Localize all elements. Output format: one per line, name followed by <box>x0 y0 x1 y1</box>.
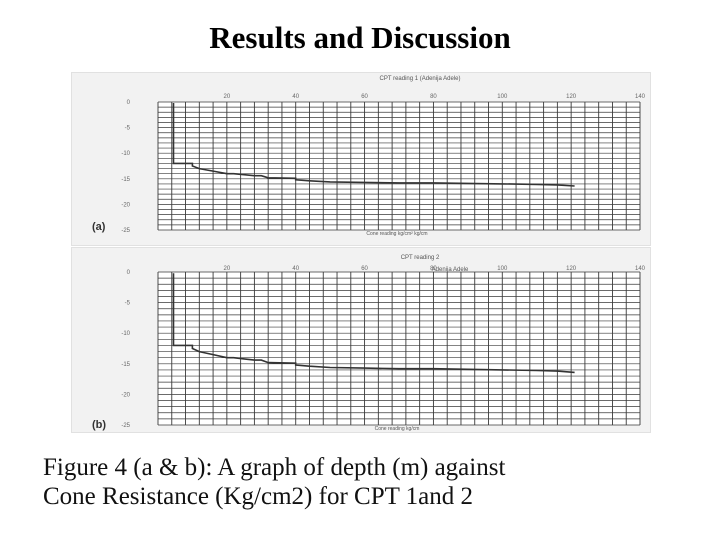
cpt-chart-b: CPT reading 2 Adenija Adele 20 40 60 80 100 120… <box>92 255 646 432</box>
x-tick-label: 40 <box>292 266 299 272</box>
x-tick-label: 60 <box>361 266 368 272</box>
y-tick-label: -5 <box>125 126 131 132</box>
chart-panel-b: CPT reading 2 Adenija Adele 20 40 60 80 100 120… <box>71 247 651 433</box>
x-tick-label: 80 <box>430 266 437 272</box>
y-tick-label: -20 <box>121 392 130 398</box>
x-tick-label: 140 <box>635 94 646 100</box>
depth-series-line <box>172 103 575 187</box>
y-tick-label: -15 <box>121 362 130 368</box>
caption-line-1: Figure 4 (a & b): A graph of depth (m) a… <box>43 454 506 481</box>
cpt-chart-a: CPT reading 1 (Adenija Adele) 20 40 60 80 100… <box>92 76 646 237</box>
y-tick-label: 0 <box>127 270 131 276</box>
plot-area <box>158 272 640 425</box>
x-tick-label: 20 <box>224 266 231 272</box>
x-tick-label: 120 <box>566 94 577 100</box>
y-tick-label: 0 <box>127 100 131 106</box>
x-tick-label: 60 <box>361 94 368 100</box>
slide-title: Results and Discussion <box>209 20 511 55</box>
chart-panel-a: CPT reading 1 (Adenija Adele) 20 40 60 80 100… <box>71 72 651 246</box>
y-tick-label: -10 <box>121 151 130 157</box>
y-tick-label: -25 <box>121 423 130 429</box>
panel-label: (a) <box>92 221 106 233</box>
chart-subtitle: Adenija Adele <box>432 267 469 273</box>
chart-title: CPT reading 1 (Adenija Adele) <box>380 76 461 82</box>
x-tick-label: 100 <box>497 94 508 100</box>
x-tick-label: 80 <box>430 94 437 100</box>
plot-area <box>158 102 640 230</box>
x-tick-label: 120 <box>566 266 577 272</box>
figure-caption: Figure 4 (a & b): A graph of depth (m) a… <box>43 453 703 511</box>
caption-line-2: Cone Resistance (Kg/cm2) for CPT 1and 2 <box>43 483 474 510</box>
depth-series-line <box>172 273 575 374</box>
x-tick-label: 20 <box>224 94 231 100</box>
y-tick-label: -20 <box>121 202 130 208</box>
x-tick-label: 100 <box>497 266 508 272</box>
y-tick-label: -5 <box>125 301 131 307</box>
panel-label: (b) <box>92 419 106 431</box>
chart-title: CPT reading 2 <box>401 255 440 261</box>
x-tick-label: 40 <box>292 94 299 100</box>
x-axis-label: Cone reading kg/cm <box>375 426 420 432</box>
y-tick-label: -10 <box>121 331 130 337</box>
y-tick-label: -15 <box>121 177 130 183</box>
x-axis-label: Cone reading kg/cm² kg/cm <box>366 231 427 237</box>
x-tick-label: 140 <box>635 266 646 272</box>
y-tick-label: -25 <box>121 228 130 234</box>
